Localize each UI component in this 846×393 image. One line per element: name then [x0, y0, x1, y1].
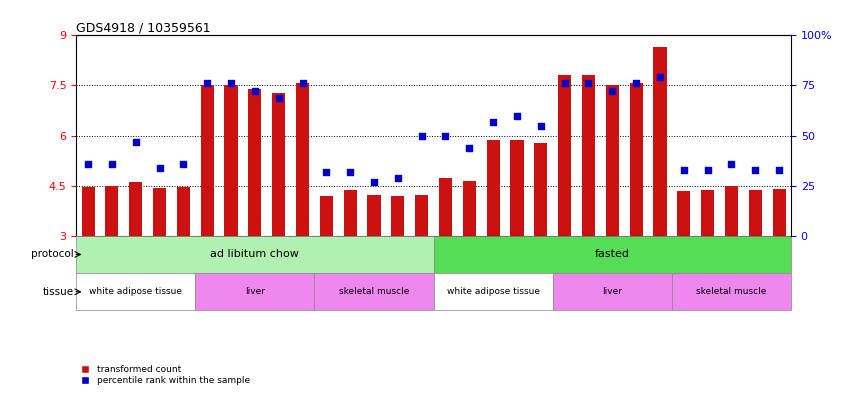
Point — [272, 94, 285, 101]
Point — [486, 118, 500, 125]
Bar — [434, 236, 791, 273]
Point — [582, 80, 596, 86]
Bar — [81, 187, 95, 236]
Bar — [129, 182, 142, 236]
Point — [81, 160, 95, 167]
Point — [177, 160, 190, 167]
Point — [296, 80, 310, 86]
Bar — [582, 75, 595, 236]
Point — [629, 80, 643, 86]
Point — [105, 160, 118, 167]
Bar — [672, 273, 791, 310]
Bar — [415, 195, 428, 236]
Point — [653, 74, 667, 81]
Bar — [552, 273, 672, 310]
Point — [153, 165, 167, 171]
Point — [558, 80, 571, 86]
Text: white adipose tissue: white adipose tissue — [447, 287, 540, 296]
Bar — [653, 47, 667, 236]
Bar — [725, 185, 738, 236]
Point — [415, 132, 428, 139]
Text: skeletal muscle: skeletal muscle — [696, 287, 766, 296]
Point — [439, 132, 453, 139]
Point — [510, 112, 524, 119]
Point — [772, 167, 786, 173]
Point — [677, 167, 690, 173]
Text: fasted: fasted — [595, 250, 629, 259]
Bar — [367, 195, 381, 236]
Bar — [558, 75, 571, 236]
Bar — [201, 86, 214, 236]
Point — [700, 167, 714, 173]
Bar — [76, 273, 195, 310]
Bar — [76, 236, 433, 273]
Bar — [153, 188, 166, 236]
Bar — [701, 190, 714, 236]
Bar — [320, 196, 332, 236]
Bar — [195, 273, 315, 310]
Point — [343, 169, 357, 175]
Point — [534, 122, 547, 129]
Point — [725, 160, 739, 167]
Bar — [463, 181, 475, 236]
Bar — [772, 189, 786, 236]
Bar — [439, 178, 452, 236]
Text: liver: liver — [244, 287, 265, 296]
Bar — [177, 187, 190, 236]
Bar — [392, 196, 404, 236]
Bar — [272, 93, 285, 236]
Legend: transformed count, percentile rank within the sample: transformed count, percentile rank withi… — [72, 362, 253, 389]
Point — [606, 88, 619, 95]
Bar — [343, 190, 357, 236]
Point — [320, 169, 333, 175]
Bar — [249, 90, 261, 236]
Point — [391, 174, 404, 181]
Point — [248, 88, 261, 95]
Text: white adipose tissue: white adipose tissue — [89, 287, 182, 296]
Text: GDS4918 / 10359561: GDS4918 / 10359561 — [76, 21, 211, 34]
Bar — [296, 83, 309, 236]
Bar — [606, 85, 618, 236]
Bar — [486, 140, 500, 236]
Bar — [749, 190, 761, 236]
Point — [129, 138, 142, 145]
Bar — [106, 185, 118, 236]
Point — [749, 167, 762, 173]
Bar — [434, 273, 552, 310]
Text: tissue: tissue — [42, 287, 74, 297]
Text: protocol: protocol — [31, 250, 74, 259]
Bar — [535, 143, 547, 236]
Bar — [315, 273, 434, 310]
Text: skeletal muscle: skeletal muscle — [338, 287, 409, 296]
Bar — [678, 191, 690, 236]
Text: liver: liver — [602, 287, 623, 296]
Text: ad libitum chow: ad libitum chow — [211, 250, 299, 259]
Bar — [510, 140, 524, 236]
Point — [463, 145, 476, 151]
Bar — [224, 86, 238, 236]
Point — [201, 80, 214, 86]
Point — [367, 178, 381, 185]
Point — [224, 80, 238, 86]
Bar — [629, 83, 643, 236]
